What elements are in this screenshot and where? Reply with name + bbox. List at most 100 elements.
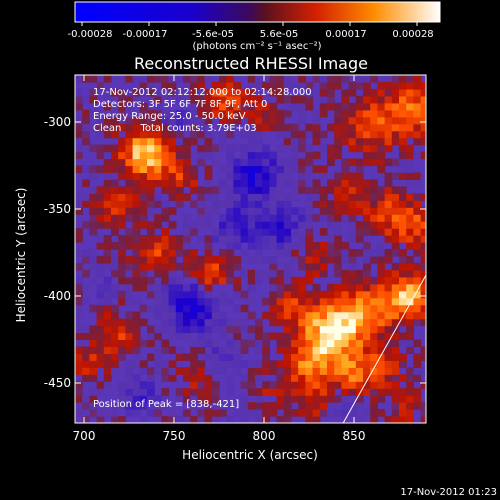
heatmap-cell — [204, 276, 213, 285]
heatmap-cell — [183, 318, 191, 327]
heatmap-cell — [377, 88, 386, 97]
heatmap-cell — [240, 144, 249, 153]
heatmap-cell — [298, 221, 306, 229]
heatmap-cell — [247, 207, 256, 215]
heatmap-cell — [233, 318, 242, 327]
heatmap-cell — [211, 144, 220, 153]
heatmap-cell — [334, 318, 342, 327]
heatmap-cell — [348, 214, 357, 222]
heatmap-cell — [370, 221, 378, 229]
heatmap-cell — [89, 214, 98, 222]
heatmap-cell — [233, 290, 242, 299]
heatmap-cell — [197, 186, 206, 194]
heatmap-cell — [175, 116, 184, 125]
heatmap-cell — [319, 395, 328, 403]
heatmap-cell — [111, 102, 119, 111]
heatmap-cell — [255, 374, 263, 382]
heatmap-cell — [384, 269, 393, 278]
heatmap-cell — [211, 262, 220, 271]
heatmap-cell — [391, 416, 400, 423]
heatmap-cell — [103, 325, 112, 334]
heatmap-cell — [147, 200, 155, 208]
heatmap-cell — [154, 221, 162, 229]
heatmap-cell — [305, 367, 314, 375]
heatmap-cell — [269, 242, 278, 250]
heatmap-cell — [363, 346, 371, 354]
heatmap-cell — [111, 123, 119, 132]
heatmap-cell — [291, 367, 299, 375]
heatmap-cell — [370, 353, 378, 361]
heatmap-cell — [341, 95, 350, 104]
heatmap-cell — [348, 381, 357, 389]
heatmap-cell — [103, 304, 112, 313]
heatmap-cell — [89, 346, 98, 354]
heatmap-cell — [298, 304, 306, 313]
heatmap-cell — [377, 346, 386, 354]
heatmap-cell — [118, 221, 126, 229]
heatmap-cell — [240, 228, 249, 236]
heatmap-cell — [413, 269, 422, 278]
heatmap-cell — [283, 409, 292, 417]
heatmap-cell — [298, 367, 306, 375]
heatmap-cell — [204, 311, 213, 320]
heatmap-cell — [406, 311, 414, 320]
heatmap-cell — [154, 179, 162, 187]
heatmap-cell — [233, 88, 242, 97]
heatmap-cell — [175, 109, 184, 118]
heatmap-cell — [82, 402, 90, 410]
heatmap-cell — [147, 249, 155, 257]
heatmap-cell — [139, 137, 148, 146]
heatmap-cell — [305, 402, 314, 410]
heatmap-cell — [204, 214, 213, 222]
heatmap-cell — [161, 402, 170, 410]
heatmap-cell — [305, 276, 314, 285]
heatmap-cell — [377, 186, 386, 194]
heatmap-cell — [103, 193, 112, 201]
heatmap-cell — [391, 346, 400, 354]
heatmap-cell — [190, 200, 198, 208]
heatmap-cell — [341, 158, 350, 167]
heatmap-cell — [370, 290, 378, 299]
heatmap-cell — [384, 353, 393, 361]
heatmap-cell — [348, 262, 357, 271]
heatmap-cell — [384, 416, 393, 423]
heatmap-cell — [96, 200, 105, 208]
heatmap-cell — [240, 95, 249, 104]
heatmap-cell — [118, 165, 126, 174]
heatmap-cell — [283, 165, 292, 174]
heatmap-cell — [125, 311, 134, 320]
heatmap-cell — [111, 186, 119, 194]
heatmap-cell — [291, 374, 299, 382]
heatmap-cell — [204, 249, 213, 257]
heatmap-cell — [190, 374, 198, 382]
heatmap-cell — [75, 360, 83, 368]
heatmap-cell — [75, 123, 83, 132]
heatmap-cell — [161, 235, 170, 243]
heatmap-cell — [96, 186, 105, 194]
heatmap-cell — [391, 81, 400, 90]
footer-timestamp: 17-Nov-2012 01:23 — [400, 487, 497, 498]
heatmap-cell — [89, 193, 98, 201]
heatmap-cell — [283, 325, 292, 334]
heatmap-cell — [82, 269, 90, 278]
heatmap-cell — [312, 130, 321, 139]
heatmap-cell — [111, 179, 119, 187]
heatmap-cell — [175, 311, 184, 320]
heatmap-cell — [370, 137, 378, 146]
heatmap-cell — [413, 311, 422, 320]
heatmap-cell — [175, 367, 184, 375]
heatmap-cell — [319, 109, 328, 118]
heatmap-cell — [413, 353, 422, 361]
heatmap-cell — [377, 255, 386, 264]
heatmap-cell — [298, 144, 306, 153]
heatmap-cell — [334, 332, 342, 341]
heatmap-cell — [219, 179, 227, 187]
heatmap-cell — [276, 186, 285, 194]
heatmap-cell — [291, 283, 299, 292]
heatmap-cell — [255, 172, 263, 180]
heatmap-cell — [147, 158, 155, 167]
heatmap-cell — [154, 367, 162, 375]
heatmap-cell — [103, 116, 112, 125]
heatmap-cell — [413, 374, 422, 382]
heatmap-cell — [363, 81, 371, 90]
